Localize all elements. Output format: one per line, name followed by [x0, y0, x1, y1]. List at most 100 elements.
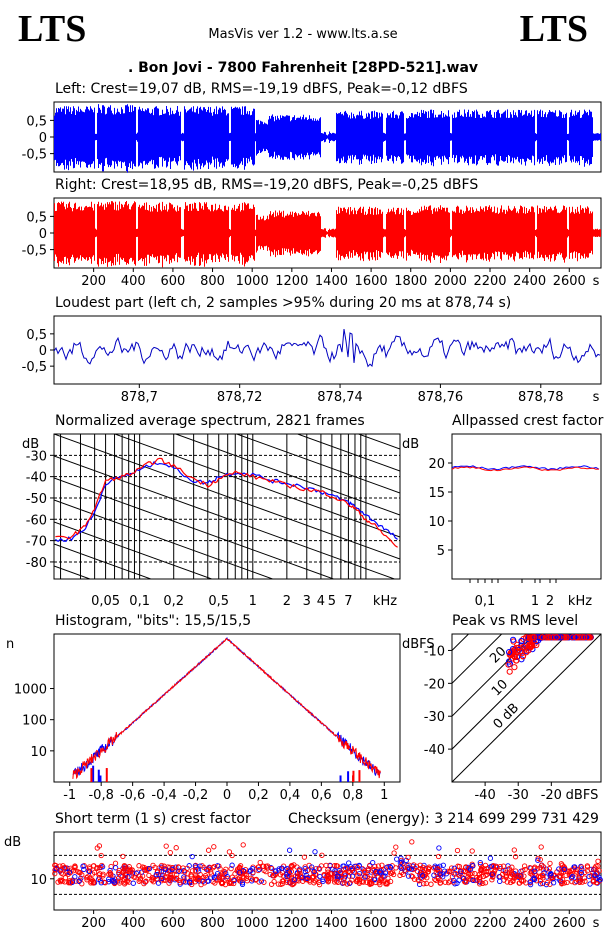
- allpassed-ytick-1: 15: [428, 486, 445, 501]
- crest-short-point: [494, 864, 500, 871]
- crest-short-point: [127, 869, 133, 875]
- crest-short-point: [391, 850, 397, 856]
- crest-short-point: [286, 847, 293, 853]
- crest-short-point: [195, 875, 202, 881]
- peak-rms-diag-label: 10: [489, 677, 511, 699]
- crest-short-point: [458, 868, 464, 875]
- crest-short-point: [280, 878, 287, 884]
- crest-short-point: [550, 880, 557, 886]
- crest-short-point: [578, 864, 585, 870]
- histogram-xtick-8: 0,6: [311, 788, 332, 803]
- right-wave-xtick-5: 1200: [275, 274, 308, 289]
- crest-short-point: [573, 871, 579, 877]
- spectrum-slope: [235, 434, 400, 494]
- crest-short-point: [448, 868, 454, 874]
- crest-short-point: [469, 848, 475, 854]
- peak-rms-ylabel: dBFS: [402, 637, 435, 652]
- crest-short-point: [334, 876, 341, 882]
- crest-short-point: [408, 866, 414, 872]
- crest-short-point: [65, 871, 71, 877]
- crest-short-point: [394, 856, 400, 862]
- crest-short-point: [540, 864, 547, 870]
- allpassed-ylabel: dB: [402, 437, 419, 452]
- crest-short-point: [362, 869, 368, 876]
- crest-short-point: [548, 870, 554, 877]
- allpassed-series-right: [451, 466, 600, 472]
- spectrum-xtick-3: 0,5: [208, 594, 229, 609]
- crest-short-point: [224, 875, 230, 882]
- crest-short-point: [479, 865, 485, 871]
- right-wave-series: [54, 201, 601, 268]
- crest-short-point: [437, 871, 443, 877]
- crest-short-point: [136, 878, 142, 884]
- crest-short-point: [323, 862, 329, 869]
- crest-short-point: [507, 879, 514, 886]
- crest-short-title: Short term (1 s) crest factor: [55, 811, 251, 827]
- peak-rms-point: [563, 634, 570, 641]
- spectrum-slope: [54, 521, 214, 579]
- crest-short-point: [67, 879, 73, 885]
- crest-short-point: [456, 877, 462, 883]
- crest-short-point: [255, 867, 261, 874]
- right-wave-xtick-0: 200: [81, 274, 106, 289]
- crest-short-point: [221, 869, 228, 875]
- crest-short-point: [243, 872, 250, 878]
- crest-short-point: [435, 866, 441, 872]
- spectrum-xtick-2: 0,2: [163, 594, 184, 609]
- crest-short-point: [256, 866, 262, 873]
- peak-rms-point: [505, 661, 512, 668]
- crest-short-point: [527, 879, 533, 885]
- crest-short-point: [320, 878, 326, 884]
- histogram-xtick-2: -0,6: [120, 788, 145, 803]
- peak-rms-point: [523, 649, 530, 656]
- crest-short-point: [362, 873, 369, 879]
- peak-rms-diag: [452, 634, 601, 782]
- crest-short-point: [490, 874, 496, 880]
- right-wave-xtick-12: 2600: [553, 274, 586, 289]
- crest-short-point: [77, 877, 83, 883]
- crest-short-point: [587, 881, 593, 887]
- crest-short-point: [79, 872, 85, 878]
- crest-short-point: [451, 877, 457, 884]
- crest-short-point: [493, 863, 499, 870]
- crest-short-point: [354, 864, 361, 871]
- crest-short-point: [227, 880, 234, 886]
- spectrum-xtick-0: 0,05: [91, 594, 120, 609]
- crest-short-xtick-2: 600: [160, 916, 185, 931]
- crest-short-point: [348, 866, 355, 872]
- crest-short-point: [480, 873, 487, 880]
- crest-short-point: [164, 874, 170, 880]
- peak-rms-frame: [451, 633, 602, 783]
- crest-short-point: [89, 877, 95, 883]
- spectrum-xtick-8: 5: [328, 594, 336, 609]
- crest-short-point: [535, 857, 541, 863]
- crest-short-xtick-3: 800: [200, 916, 225, 931]
- crest-short-point: [517, 873, 523, 879]
- crest-short-point: [393, 844, 399, 850]
- crest-short-point: [593, 863, 599, 869]
- histogram-xtick-9: 0,8: [342, 788, 363, 803]
- peak-rms-point: [569, 634, 576, 641]
- crest-short-point: [263, 868, 269, 875]
- crest-short-point: [116, 880, 123, 886]
- allpassed-xtick-0: 0,1: [475, 594, 496, 609]
- crest-short-point: [335, 873, 341, 879]
- crest-short-point: [579, 866, 585, 872]
- crest-short-point: [149, 874, 155, 881]
- crest-short-point: [592, 872, 598, 878]
- crest-short-point: [306, 862, 312, 869]
- peak-rms-point: [553, 634, 560, 641]
- crest-short-point: [568, 867, 575, 873]
- crest-short-point: [398, 865, 404, 871]
- crest-short-point: [192, 867, 199, 874]
- crest-short-xtick-0: 200: [81, 916, 106, 931]
- crest-short-point: [390, 871, 397, 878]
- crest-short-point: [456, 863, 463, 870]
- crest-short-point: [346, 873, 352, 879]
- crest-short-point: [205, 878, 212, 884]
- crest-short-point: [121, 881, 128, 887]
- crest-short-point: [139, 864, 146, 870]
- spectrum-ytick-3: -60: [26, 513, 47, 528]
- crest-short-point: [547, 860, 553, 867]
